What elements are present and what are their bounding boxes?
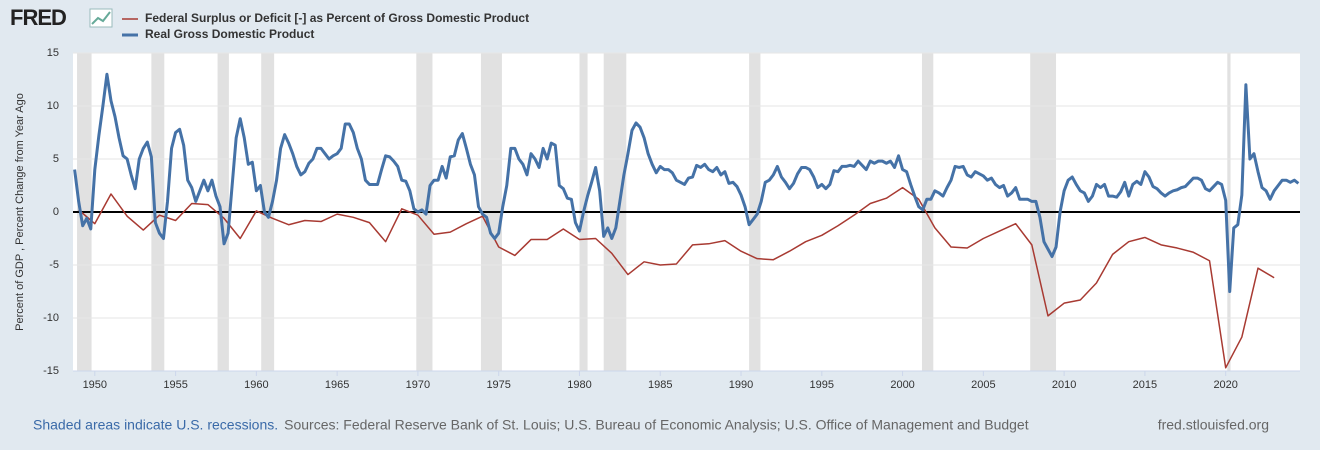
x-tick-label: 1960 — [244, 379, 268, 391]
x-tick-label: 2015 — [1133, 379, 1157, 391]
x-tick-label: 1970 — [406, 379, 430, 391]
series-line — [78, 186, 1275, 369]
series-line — [73, 72, 1300, 293]
x-tick-label: 1980 — [567, 379, 591, 391]
y-tick-label: -10 — [43, 312, 59, 324]
x-tick-label: 1950 — [83, 379, 107, 391]
x-tick-label: 1985 — [648, 379, 672, 391]
y-axis-title: Percent of GDP , Percent Change from Yea… — [14, 93, 26, 331]
x-tick-label: 1995 — [810, 379, 834, 391]
x-tick-label: 2005 — [971, 379, 995, 391]
recession-note[interactable]: Shaded areas indicate U.S. recessions. — [33, 417, 278, 433]
x-tick-label: 2020 — [1213, 379, 1237, 391]
x-tick-label: 2000 — [890, 379, 914, 391]
legend-label: Real Gross Domestic Product — [145, 27, 314, 41]
x-tick-label: 1955 — [163, 379, 187, 391]
y-tick-label: -15 — [43, 365, 59, 377]
x-tick-label: 1975 — [486, 379, 510, 391]
x-tick-label: 1965 — [325, 379, 349, 391]
y-tick-label: 15 — [47, 47, 59, 59]
sources: Sources: Federal Reserve Bank of St. Lou… — [284, 417, 1029, 433]
y-tick-label: 0 — [53, 206, 59, 218]
y-tick-label: 10 — [47, 100, 59, 112]
x-tick-label: 1990 — [729, 379, 753, 391]
y-tick-label: -5 — [49, 259, 59, 271]
logo-icon — [89, 8, 113, 28]
logo: FRED — [10, 5, 66, 30]
legend-label: Federal Surplus or Deficit [-] as Percen… — [145, 11, 529, 25]
y-tick-label: 5 — [53, 153, 59, 165]
site[interactable]: fred.stlouisfed.org — [1158, 417, 1269, 433]
x-tick-label: 2010 — [1052, 379, 1076, 391]
